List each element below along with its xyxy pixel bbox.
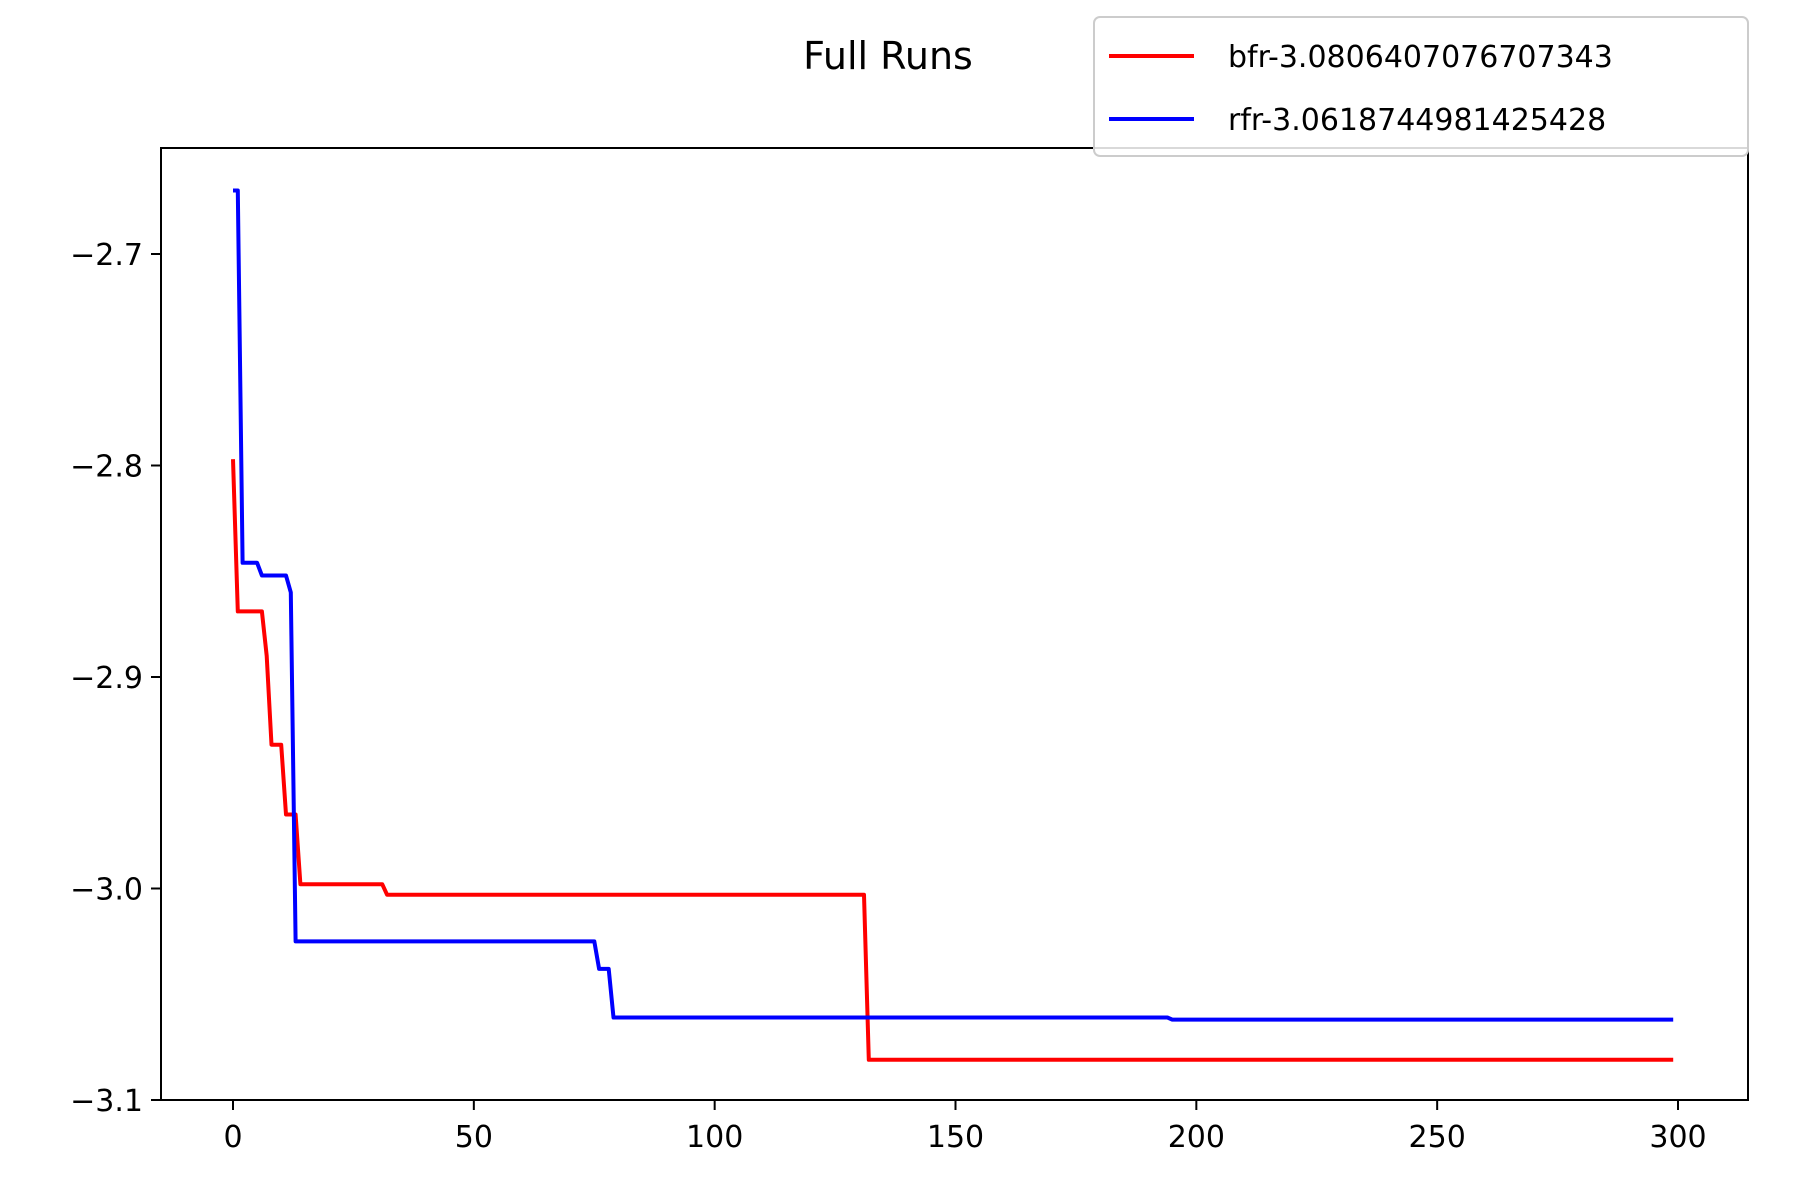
y-tick-label: −3.1	[70, 1084, 143, 1119]
x-tick-label: 300	[1649, 1120, 1706, 1155]
y-tick-label: −3.0	[70, 873, 143, 908]
x-tick-label: 50	[455, 1120, 493, 1155]
series-layer	[231, 188, 1674, 1062]
x-tick-label: 200	[1168, 1120, 1225, 1155]
y-tick-label: −2.7	[70, 238, 143, 273]
legend-label-0: bfr-3.0806407076707343	[1228, 40, 1613, 75]
x-axis: 0 50 100 150 200 250 300	[223, 1100, 1707, 1155]
x-tick-label: 0	[223, 1120, 242, 1155]
y-tick-label: −2.8	[70, 450, 143, 485]
legend-label-1: rfr-3.0618744981425428	[1228, 103, 1606, 138]
series-line-0	[231, 459, 1674, 1062]
legend-box	[1093, 16, 1749, 157]
y-tick-label: −2.9	[70, 661, 143, 696]
x-tick-label: 250	[1409, 1120, 1466, 1155]
x-tick-label: 150	[927, 1120, 984, 1155]
chart-title: Full Runs	[803, 34, 973, 78]
series-line-1	[233, 188, 1674, 1022]
legend: bfr-3.0806407076707343 rfr-3.061874498142…	[1093, 16, 1749, 157]
y-axis: −2.7 −2.8 −2.9 −3.0 −3.1	[70, 238, 161, 1119]
x-tick-label: 100	[686, 1120, 743, 1155]
